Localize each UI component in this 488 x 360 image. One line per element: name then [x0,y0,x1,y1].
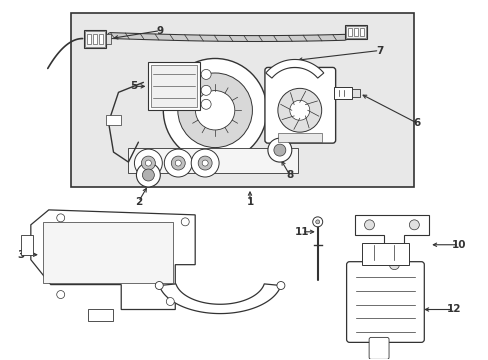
Text: 5: 5 [129,81,137,91]
Circle shape [57,214,64,222]
FancyBboxPatch shape [368,337,388,359]
Circle shape [201,99,211,109]
Circle shape [276,282,285,289]
Bar [105,33,110,44]
Text: 2: 2 [135,197,142,207]
Bar [105,115,121,125]
Circle shape [164,149,192,177]
Circle shape [142,169,154,181]
Circle shape [166,298,174,306]
Text: 3: 3 [17,250,24,260]
Bar [88,310,113,321]
Bar [83,30,105,48]
Text: 1: 1 [246,197,253,207]
Circle shape [315,220,319,224]
Text: 9: 9 [157,26,163,36]
FancyBboxPatch shape [346,262,424,342]
Text: 4: 4 [137,270,144,280]
Bar [128,148,297,173]
Bar [333,87,351,99]
Bar [84,31,104,46]
Circle shape [178,73,252,148]
Bar [99,33,102,44]
Text: 7: 7 [375,45,383,55]
Circle shape [201,69,211,80]
Bar [151,66,197,107]
Circle shape [408,220,419,230]
Polygon shape [265,59,323,78]
Bar [359,28,363,36]
Circle shape [312,217,322,227]
Circle shape [195,91,234,130]
Text: 11: 11 [294,227,308,237]
Circle shape [273,144,285,156]
Bar [148,62,200,110]
Text: 10: 10 [451,240,466,250]
Bar [345,26,365,37]
Bar [92,33,96,44]
Polygon shape [159,284,280,314]
Bar [21,235,33,255]
Circle shape [198,156,212,170]
Circle shape [163,58,266,162]
Circle shape [141,156,155,170]
Circle shape [57,291,64,298]
Circle shape [191,149,219,177]
Circle shape [134,149,162,177]
Polygon shape [31,210,195,310]
Circle shape [267,138,291,162]
Circle shape [155,282,163,289]
Circle shape [201,85,211,95]
Polygon shape [354,215,428,280]
Bar [361,243,408,265]
Bar [347,28,351,36]
Circle shape [388,260,399,270]
Circle shape [181,218,189,226]
Circle shape [277,88,321,132]
Circle shape [202,160,208,166]
Bar [344,24,366,39]
Text: 6: 6 [413,118,420,128]
Bar [71,13,413,187]
Circle shape [289,100,309,120]
Bar [351,89,359,97]
Text: 12: 12 [446,305,461,315]
Circle shape [175,160,181,166]
Bar [277,133,321,142]
Circle shape [145,160,151,166]
FancyBboxPatch shape [264,67,335,143]
Circle shape [136,163,160,187]
Text: 8: 8 [285,170,293,180]
Bar [353,28,357,36]
Circle shape [364,220,374,230]
Bar [86,33,90,44]
Circle shape [171,156,185,170]
Bar [42,222,173,283]
